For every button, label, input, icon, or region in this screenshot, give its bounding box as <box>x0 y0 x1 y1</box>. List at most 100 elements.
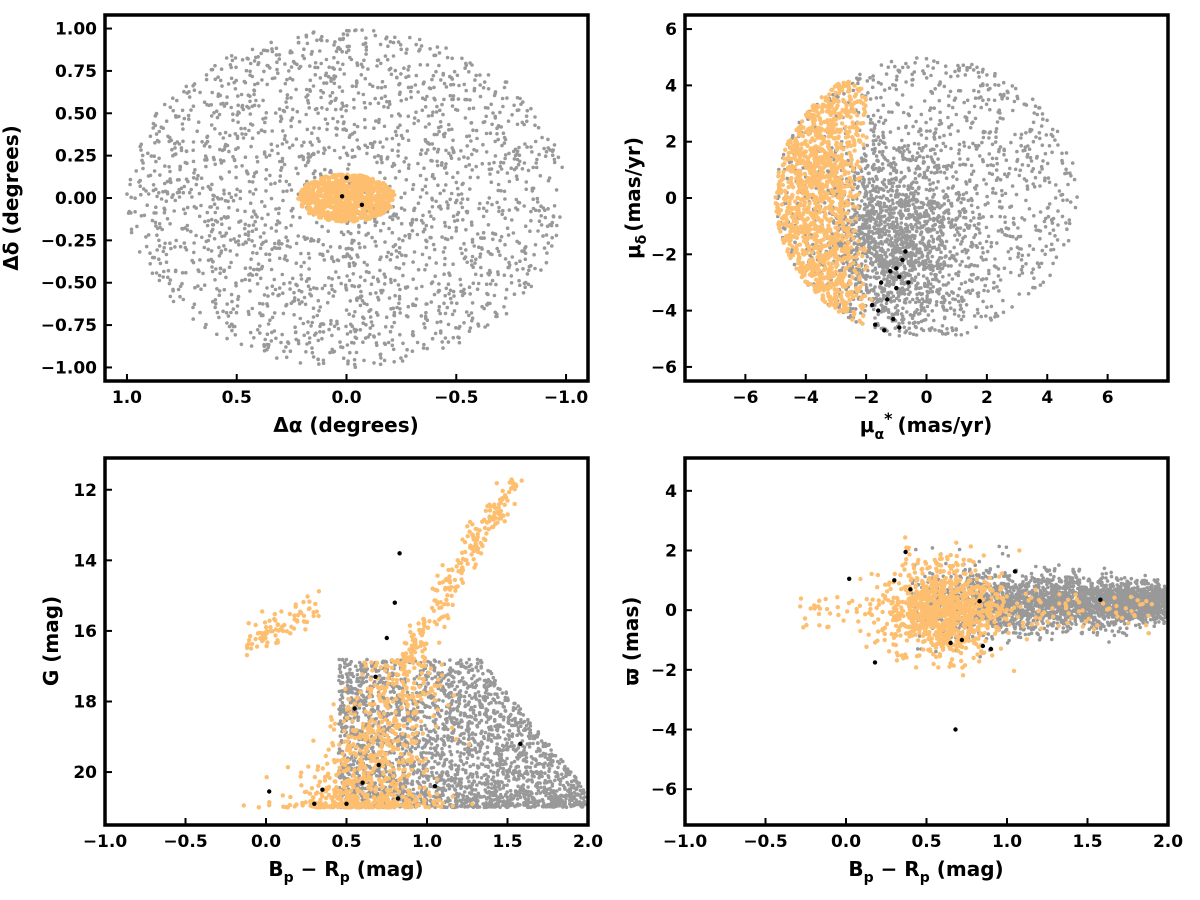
field-star-point <box>165 217 170 221</box>
field-star-point <box>348 350 352 355</box>
field-star-point <box>203 325 207 330</box>
field-star-point <box>478 83 483 87</box>
field-star-point <box>344 108 348 113</box>
field-star-point <box>410 218 415 222</box>
field-star-point <box>255 215 259 219</box>
member-star-point <box>328 180 333 186</box>
field-star-point <box>887 86 892 90</box>
field-star-point <box>276 151 280 156</box>
field-star-point <box>1030 97 1035 101</box>
field-star-point <box>301 321 306 326</box>
field-star-point <box>956 63 960 68</box>
field-star-point <box>993 83 997 87</box>
field-star-point <box>205 102 209 107</box>
field-star-point <box>317 139 321 144</box>
field-star-point <box>260 199 264 204</box>
field-star-point <box>959 333 964 337</box>
field-star-point <box>230 322 234 327</box>
field-star-point <box>246 57 250 61</box>
field-star-point <box>385 156 390 161</box>
field-star-point <box>447 271 451 276</box>
field-star-point <box>235 136 240 141</box>
field-star-point <box>457 340 462 345</box>
field-star-point <box>361 42 366 47</box>
field-star-point <box>277 242 281 246</box>
field-star-point <box>411 277 416 282</box>
field-star-point <box>913 171 917 175</box>
field-star-point <box>474 164 479 169</box>
field-star-point <box>869 260 874 265</box>
field-star-point <box>479 265 483 270</box>
field-star-point <box>392 320 397 325</box>
field-star-point <box>387 226 391 231</box>
field-star-point <box>401 238 405 243</box>
field-star-point <box>285 239 290 243</box>
field-star-point <box>129 211 133 215</box>
field-star-point <box>406 314 410 319</box>
field-star-point <box>217 112 222 117</box>
member-star-point <box>357 189 363 195</box>
field-star-point <box>289 65 294 69</box>
field-star-point <box>936 179 940 184</box>
field-star-point <box>276 293 280 298</box>
field-star-point <box>329 283 334 288</box>
field-star-point <box>460 197 465 201</box>
field-star-point <box>431 73 436 78</box>
field-star-point <box>411 333 415 338</box>
field-star-point <box>341 32 346 36</box>
field-star-point <box>912 141 917 146</box>
field-star-point <box>285 244 290 248</box>
field-star-point <box>289 118 293 123</box>
field-star-point <box>388 66 393 71</box>
y-tick-label: 0.25 <box>55 147 97 167</box>
field-star-point <box>213 162 217 167</box>
field-star-point <box>397 266 402 271</box>
field-star-point <box>948 132 953 137</box>
field-star-point <box>913 206 917 210</box>
field-star-point <box>481 230 486 235</box>
field-star-point <box>443 220 447 225</box>
field-star-point <box>429 235 433 240</box>
field-star-point <box>893 238 898 243</box>
field-star-point <box>264 167 269 172</box>
field-star-point <box>317 309 321 313</box>
field-star-point <box>358 328 363 332</box>
field-star-point <box>957 142 962 147</box>
field-star-point <box>274 46 279 51</box>
field-star-point <box>278 174 283 178</box>
field-star-point <box>231 307 236 311</box>
field-star-point <box>187 117 191 121</box>
field-star-point <box>424 223 429 228</box>
field-star-point <box>1026 144 1030 148</box>
field-star-point <box>430 225 434 229</box>
field-star-point <box>478 73 482 77</box>
field-star-point <box>308 140 313 144</box>
field-star-point <box>402 66 406 70</box>
field-star-point <box>455 108 460 112</box>
field-star-point <box>421 346 426 350</box>
field-star-point <box>891 253 895 258</box>
field-star-point <box>502 85 507 90</box>
y-tick-label: −0.50 <box>41 274 97 294</box>
field-star-point <box>877 150 882 154</box>
field-star-point <box>515 268 519 272</box>
field-star-point <box>460 56 464 61</box>
field-star-point <box>1055 238 1060 242</box>
field-star-point <box>946 281 951 285</box>
field-star-point <box>355 81 359 85</box>
field-star-point <box>474 257 478 262</box>
field-star-point <box>331 294 336 298</box>
field-star-point <box>911 213 915 217</box>
field-star-point <box>855 211 859 215</box>
field-star-point <box>326 74 331 79</box>
field-star-point <box>512 157 517 161</box>
field-star-point <box>873 275 878 280</box>
field-star-point <box>392 313 396 318</box>
field-star-point <box>183 160 188 165</box>
field-star-point <box>284 345 288 349</box>
field-star-point <box>328 170 332 175</box>
field-star-point <box>299 251 303 256</box>
field-star-point <box>368 82 372 87</box>
field-star-point <box>503 197 507 201</box>
field-star-point <box>370 142 374 146</box>
